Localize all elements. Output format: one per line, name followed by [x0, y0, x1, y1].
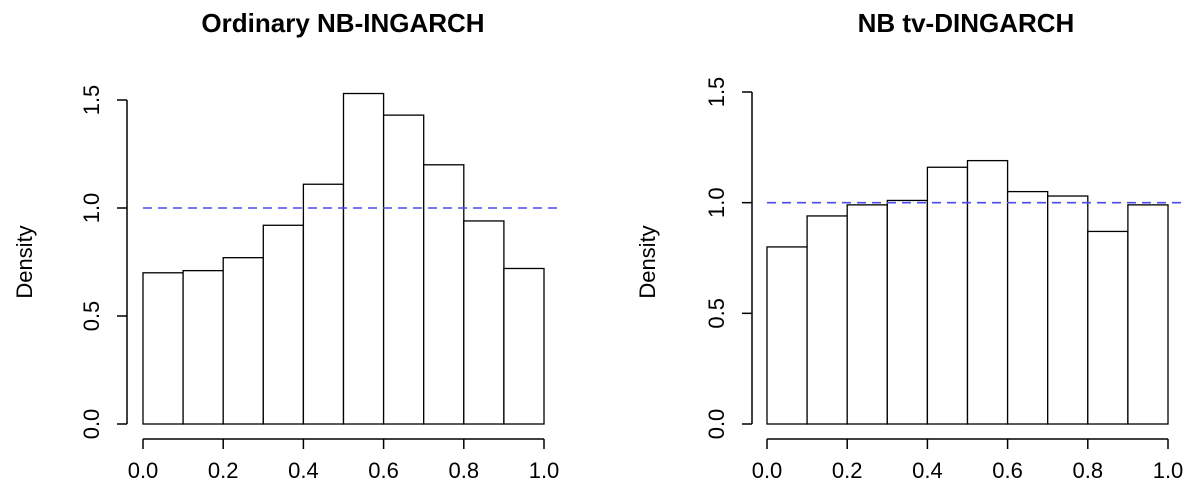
histogram-bar	[263, 225, 303, 424]
chart-title: Ordinary NB-INGARCH	[201, 8, 484, 38]
panel-right: NB tv-DINGARCH Density 0.0 0.2 0.4 0.6 0.8 1.…	[635, 8, 1184, 483]
histogram-bar	[887, 200, 927, 424]
histogram-bar	[183, 271, 223, 424]
y-tick-label: 0.0	[79, 409, 104, 440]
x-tick-label: 0.6	[368, 458, 399, 483]
x-tick-label: 0.4	[288, 458, 319, 483]
histogram-bar	[927, 167, 967, 424]
histogram-bar	[504, 268, 544, 424]
histogram-bar	[223, 258, 263, 424]
histogram-bar	[1128, 205, 1168, 424]
y-tick-label: 0.0	[704, 409, 729, 440]
histogram-bar	[1048, 196, 1088, 424]
x-tick-label: 0.8	[1073, 458, 1104, 483]
x-tick-label: 0.2	[208, 458, 239, 483]
y-axis-label: Density	[12, 225, 37, 298]
y-tick-label: 1.0	[704, 187, 729, 218]
x-tick-label: 0.0	[128, 458, 159, 483]
y-tick-label: 0.5	[704, 298, 729, 329]
y-tick-label: 1.5	[704, 77, 729, 108]
histogram-bar	[464, 221, 504, 424]
histogram-bar	[1008, 192, 1048, 424]
y-tick-label: 1.0	[79, 193, 104, 224]
y-axis-label: Density	[635, 225, 660, 298]
histogram-bar	[344, 94, 384, 424]
x-tick-label: 0.4	[912, 458, 943, 483]
histogram-bar	[303, 184, 343, 424]
histogram-bar	[968, 161, 1008, 424]
x-tick-label: 0.8	[449, 458, 480, 483]
x-tick-label: 0.6	[992, 458, 1023, 483]
histogram-bar	[384, 115, 424, 424]
y-tick-label: 1.5	[79, 85, 104, 116]
histogram-bar	[424, 165, 464, 424]
histogram-bar	[143, 273, 183, 424]
chart-title: NB tv-DINGARCH	[858, 8, 1075, 38]
histogram-bar	[847, 205, 887, 424]
x-tick-label: 1.0	[529, 458, 560, 483]
y-tick-label: 0.5	[79, 301, 104, 332]
histogram-bar	[1088, 231, 1128, 424]
x-tick-label: 0.0	[752, 458, 783, 483]
histogram-bar	[807, 216, 847, 424]
x-tick-label: 0.2	[832, 458, 863, 483]
x-tick-label: 1.0	[1153, 458, 1184, 483]
panel-left: Ordinary NB-INGARCH Density 0.0 0.2 0.4 0.6…	[12, 8, 560, 483]
histogram-bar	[767, 247, 807, 424]
